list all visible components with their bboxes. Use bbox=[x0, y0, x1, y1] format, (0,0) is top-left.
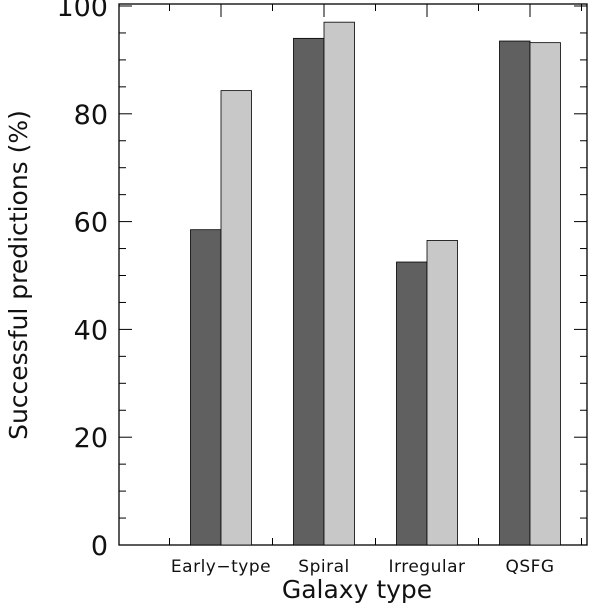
y-axis-title: Successful predictions (%) bbox=[4, 110, 33, 440]
bars-group bbox=[190, 21, 561, 546]
bar-series-2-2 bbox=[426, 240, 458, 546]
bar-series-2-3 bbox=[529, 42, 561, 546]
y-tick-label: 100 bbox=[56, 0, 108, 23]
y-tick-label: 80 bbox=[74, 100, 108, 131]
x-axis-title: Galaxy type bbox=[282, 575, 432, 604]
x-category-label: Spiral bbox=[298, 557, 349, 577]
y-tick-labels: 0 20 40 60 80 100 bbox=[56, 0, 108, 562]
bar-series-1-0 bbox=[190, 229, 222, 546]
x-category-label: Irregular bbox=[389, 557, 466, 577]
y-tick-label: 40 bbox=[74, 315, 108, 346]
axis-ticks bbox=[119, 4, 587, 546]
bar-series-2-0 bbox=[220, 90, 252, 546]
bar-series-1-1 bbox=[293, 37, 325, 546]
category-labels: Early−type Spiral Irregular QSFG bbox=[171, 557, 554, 577]
y-tick-label: 0 bbox=[91, 531, 108, 562]
bar-series-1-3 bbox=[499, 40, 531, 546]
y-tick-label: 20 bbox=[74, 423, 108, 454]
bar-series-2-1 bbox=[323, 21, 355, 546]
bar-series-1-2 bbox=[396, 261, 428, 546]
x-category-label: Early−type bbox=[171, 557, 271, 577]
x-category-label: QSFG bbox=[505, 557, 554, 577]
y-tick-label: 60 bbox=[74, 208, 108, 239]
